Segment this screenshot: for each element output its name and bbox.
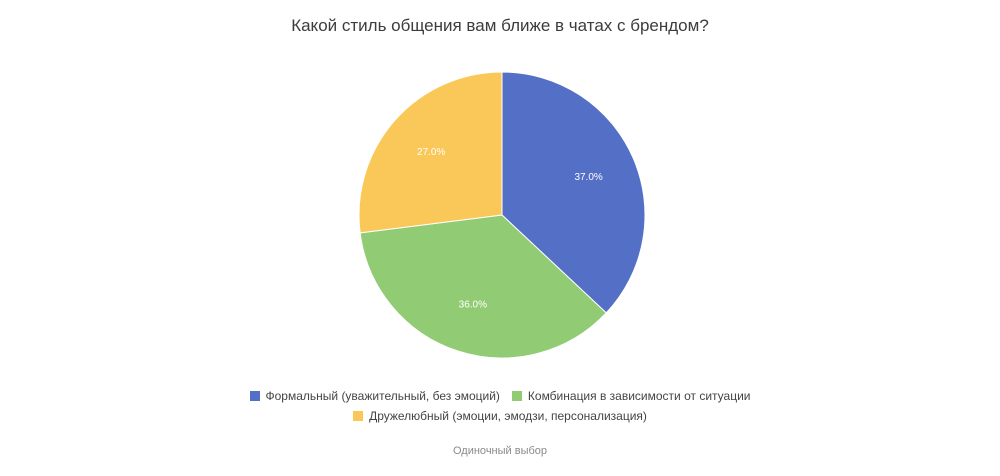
- legend-item-combination[interactable]: Комбинация в зависимости от ситуации: [512, 386, 751, 406]
- chart-legend: Формальный (уважительный, без эмоций) Ко…: [0, 386, 1000, 426]
- legend-row-2: Дружелюбный (эмоции, эмодзи, персонализа…: [0, 406, 1000, 426]
- selection-type-note: Одиночный выбор: [0, 445, 1000, 457]
- legend-swatch-formal: [250, 391, 260, 401]
- legend-item-friendly[interactable]: Дружелюбный (эмоции, эмодзи, персонализа…: [353, 406, 647, 426]
- legend-swatch-combination: [512, 391, 522, 401]
- slice-label-combination: 36.0%: [459, 299, 487, 310]
- legend-swatch-friendly: [353, 411, 363, 421]
- legend-label-friendly: Дружелюбный (эмоции, эмодзи, персонализа…: [369, 406, 647, 426]
- slice-label-formal: 37.0%: [574, 172, 602, 183]
- legend-row-1: Формальный (уважительный, без эмоций) Ко…: [0, 386, 1000, 406]
- pie-chart: 37.0% 36.0% 27.0%: [0, 0, 1000, 380]
- legend-label-formal: Формальный (уважительный, без эмоций): [266, 386, 500, 406]
- legend-item-formal[interactable]: Формальный (уважительный, без эмоций): [250, 386, 500, 406]
- legend-label-combination: Комбинация в зависимости от ситуации: [528, 386, 751, 406]
- slice-label-friendly: 27.0%: [417, 147, 445, 158]
